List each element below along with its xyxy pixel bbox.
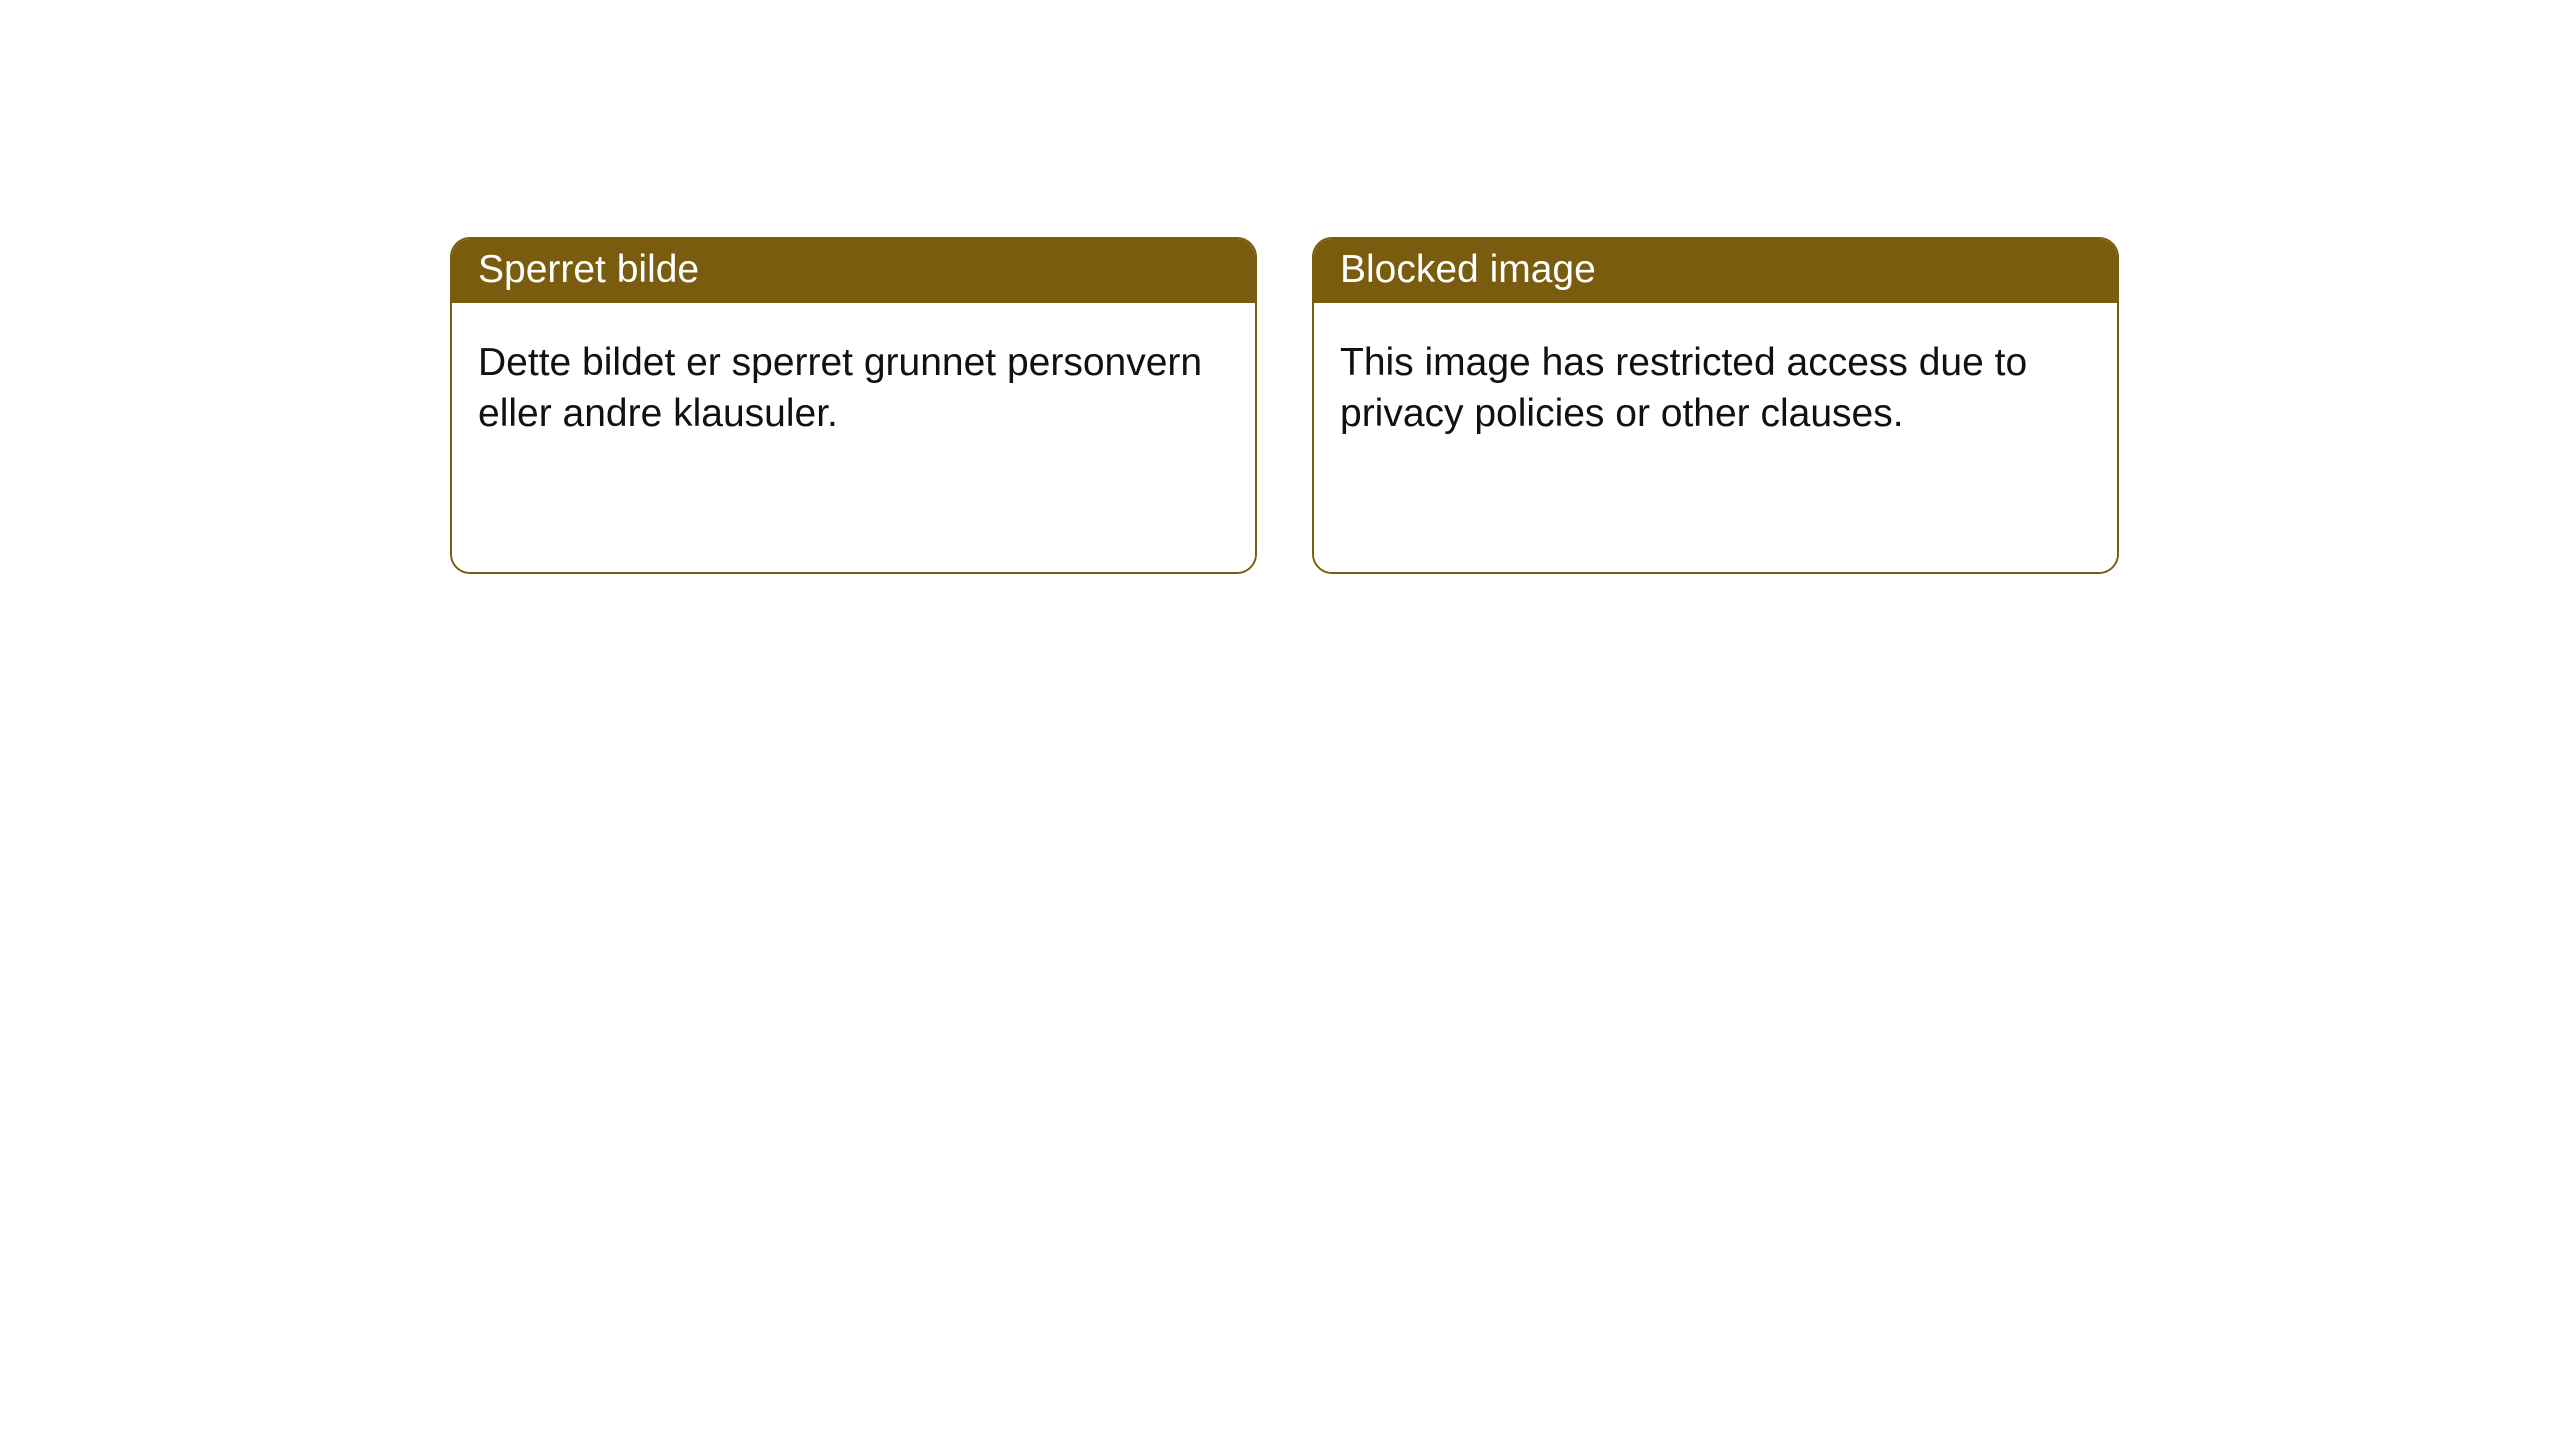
notice-card-english: Blocked image This image has restricted … [1312, 237, 2119, 574]
notice-title: Sperret bilde [452, 239, 1255, 303]
notice-container: Sperret bilde Dette bildet er sperret gr… [0, 0, 2560, 574]
notice-body: This image has restricted access due to … [1314, 303, 2117, 572]
notice-card-norwegian: Sperret bilde Dette bildet er sperret gr… [450, 237, 1257, 574]
notice-title: Blocked image [1314, 239, 2117, 303]
notice-body: Dette bildet er sperret grunnet personve… [452, 303, 1255, 572]
